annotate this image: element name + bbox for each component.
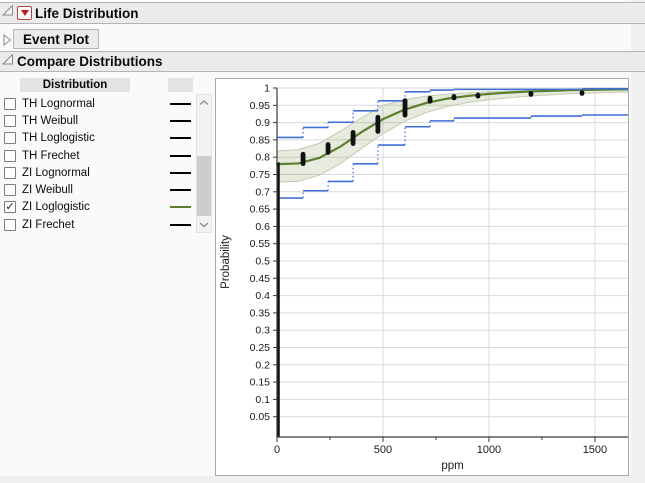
svg-text:0.55: 0.55	[250, 238, 271, 250]
section-header-life-distribution: Life Distribution	[0, 2, 645, 24]
svg-text:0.4: 0.4	[255, 290, 270, 302]
distribution-row[interactable]: ZI Lognormal	[0, 164, 196, 181]
distribution-label: TH Frechet	[22, 149, 80, 162]
svg-text:0.3: 0.3	[255, 325, 270, 337]
svg-text:0.5: 0.5	[255, 256, 270, 268]
axes: 0.05 0.1 0.15 0.2 0.25 0.3 0.35 0.4 0.45 0.5 0.55 0…	[250, 83, 628, 456]
distribution-checkbox[interactable]	[4, 149, 16, 162]
line-style-swatch[interactable]	[170, 137, 191, 140]
line-style-swatch[interactable]	[170, 119, 191, 122]
distribution-label: TH Lognormal	[22, 97, 95, 110]
svg-text:0.45: 0.45	[250, 273, 271, 285]
section-header-compare-distributions: Compare Distributions	[0, 51, 645, 72]
distribution-row[interactable]: TH Lognormal	[0, 95, 196, 112]
red-triangle-menu-button[interactable]	[17, 6, 32, 20]
gridlines	[277, 87, 628, 437]
nonparametric-points	[300, 90, 585, 167]
disclosure-open-icon[interactable]	[1, 52, 14, 71]
distribution-list-scrollbar[interactable]	[196, 94, 212, 233]
line-style-swatch[interactable]	[170, 223, 191, 226]
pointwise-ci-steps	[277, 87, 628, 139]
line-style-swatch[interactable]	[170, 154, 191, 157]
confidence-band	[277, 88, 628, 183]
disclosure-open-icon[interactable]	[1, 4, 14, 22]
distribution-checkbox[interactable]	[4, 97, 16, 110]
section-title: Life Distribution	[35, 5, 139, 21]
svg-text:1000: 1000	[477, 444, 501, 456]
svg-text:0.25: 0.25	[250, 342, 271, 354]
chevron-down-icon	[199, 221, 209, 227]
distribution-label: ZI Loglogistic	[22, 201, 90, 214]
distribution-label: ZI Weibull	[22, 184, 73, 197]
svg-text:0.1: 0.1	[255, 394, 270, 406]
distribution-label: ZI Lognormal	[22, 166, 90, 179]
svg-text:0.15: 0.15	[250, 377, 271, 389]
line-style-swatch[interactable]	[170, 206, 191, 209]
distribution-label: TH Loglogistic	[22, 132, 95, 145]
svg-text:0.35: 0.35	[250, 307, 271, 319]
distribution-row[interactable]: ZI Weibull	[0, 181, 196, 198]
distribution-row[interactable]: ✓ ZI Loglogistic	[0, 199, 196, 216]
line-style-swatch[interactable]	[170, 102, 191, 105]
section-header-event-plot[interactable]: Event Plot	[13, 29, 100, 49]
svg-text:0.8: 0.8	[255, 152, 270, 164]
svg-text:1500: 1500	[583, 444, 607, 456]
disclosure-closed-icon[interactable]	[2, 33, 12, 51]
svg-text:0.2: 0.2	[255, 359, 270, 371]
y-axis-label: Probability	[220, 235, 232, 289]
distribution-checkbox[interactable]	[4, 132, 16, 145]
distribution-checkbox[interactable]	[4, 218, 16, 231]
svg-text:0.95: 0.95	[250, 100, 271, 112]
distribution-column-header: Distribution	[20, 78, 130, 92]
section-title: Event Plot	[23, 31, 90, 47]
linestyle-column-header	[168, 78, 193, 92]
svg-text:0.9: 0.9	[255, 117, 270, 129]
svg-text:0.85: 0.85	[250, 134, 271, 146]
scroll-down-button[interactable]	[197, 218, 211, 231]
svg-text:0.75: 0.75	[250, 169, 271, 181]
distribution-row[interactable]: ZI Frechet	[0, 216, 196, 233]
x-axis-label: ppm	[441, 460, 463, 472]
section-title: Compare Distributions	[17, 54, 163, 69]
distribution-list: TH Lognormal TH Weibull TH Loglogistic TH F…	[0, 95, 196, 233]
probability-plot-panel[interactable]: 0.05 0.1 0.15 0.2 0.25 0.3 0.35 0.4 0.45 0.5 0.55 0…	[215, 78, 630, 476]
distribution-row[interactable]: TH Frechet	[0, 147, 196, 164]
svg-text:500: 500	[374, 444, 392, 456]
line-style-swatch[interactable]	[170, 171, 191, 174]
distribution-checkbox[interactable]	[4, 184, 16, 197]
svg-text:0.05: 0.05	[250, 411, 271, 423]
line-style-swatch[interactable]	[170, 189, 191, 192]
red-triangle-icon	[20, 10, 29, 16]
distribution-checkbox-checked[interactable]: ✓	[4, 201, 16, 214]
scroll-up-button[interactable]	[197, 96, 211, 109]
svg-text:1: 1	[264, 83, 270, 95]
svg-text:0.65: 0.65	[250, 204, 271, 216]
distribution-checkbox[interactable]	[4, 114, 16, 127]
svg-text:0.7: 0.7	[255, 186, 270, 198]
svg-text:0: 0	[274, 444, 280, 456]
distribution-label: ZI Frechet	[22, 218, 75, 231]
svg-text:0.6: 0.6	[255, 221, 270, 233]
scrollbar-thumb[interactable]	[197, 156, 211, 216]
distribution-checkbox[interactable]	[4, 166, 16, 179]
distribution-row[interactable]: TH Weibull	[0, 112, 196, 129]
probability-plot: 0.05 0.1 0.15 0.2 0.25 0.3 0.35 0.4 0.45 0.5 0.55 0…	[220, 83, 630, 472]
pointwise-ci-steps	[277, 114, 628, 199]
chevron-up-icon	[199, 99, 209, 105]
distribution-label: TH Weibull	[22, 114, 79, 127]
distribution-row[interactable]: TH Loglogistic	[0, 130, 196, 147]
